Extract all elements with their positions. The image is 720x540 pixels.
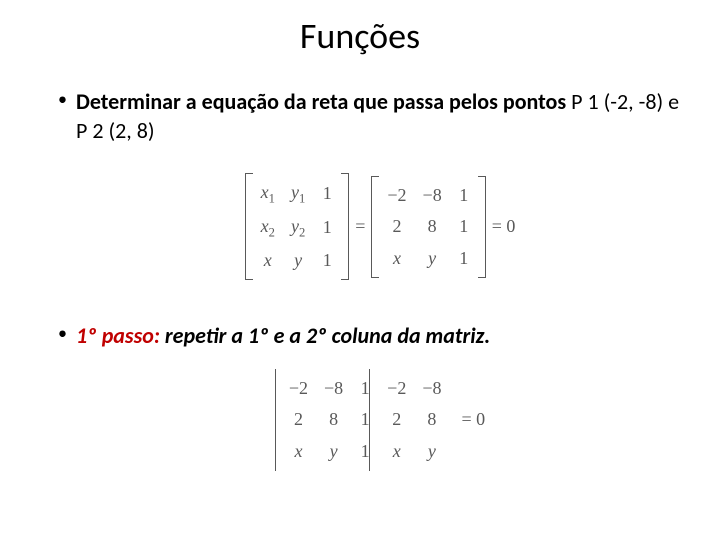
bullet-1-bold: Determinar a equação da reta que passa p… [76,88,566,115]
matrix-cell: x2 [253,211,283,245]
matrix-cell: y [283,245,313,276]
matrix-symbolic: x1y11x2y21xy1 [245,173,350,280]
matrix-cell: 2 [379,404,414,435]
matrix-cell: 2 [281,404,316,435]
matrix-cell: −8 [316,373,351,404]
matrix-cell: −2 [379,180,414,211]
matrix-cell: y2 [283,211,313,245]
bullet-2-rest: repetir a 1º e a 2º coluna da matriz. [160,322,490,349]
matrix-cell: −2 [281,373,316,404]
matrix-cell: y [414,436,449,467]
bullet-2-prefix: 1º passo: [76,322,160,349]
equation-matrices: x1y11x2y21xy1 = −2−81281xy1 = 0 [76,173,690,280]
matrix-numeric: −2−81281xy1 [371,176,485,278]
bracket-right-icon [341,173,349,280]
equals-zero-1: = 0 [492,215,516,238]
matrix-cell: 8 [414,404,449,435]
matrix-cell: x [379,243,414,274]
matrix-cell: 1 [450,243,478,274]
bracket-left-icon [371,176,379,278]
matrix-cell: x [379,436,414,467]
bullet-1: Determinar a equação da reta que passa p… [58,88,690,280]
matrix-cell: 1 [351,404,379,435]
matrix-cell: 1 [450,180,478,211]
matrix-cell: 2 [379,211,414,242]
determinant-extended: −2−81−2−828128xy1xy [275,369,456,471]
matrix-cell: −2 [379,373,414,404]
matrix-cell: 1 [313,177,341,211]
equals-1: = [355,215,365,238]
det-bar-right-icon [369,369,370,471]
det-bar-left-icon [275,369,276,471]
matrix-cell: 1 [351,373,379,404]
bracket-right-icon [478,176,486,278]
matrix-cell: x1 [253,177,283,211]
matrix-cell: x [253,245,283,276]
equation-determinant: −2−81−2−828128xy1xy = 0 [76,369,690,471]
matrix-cell: −8 [414,373,449,404]
matrix-cell: 8 [415,211,450,242]
bullet-list: Determinar a equação da reta que passa p… [30,88,690,471]
matrix-cell: 1 [450,211,478,242]
matrix-cell: y [316,436,351,467]
bracket-left-icon [245,173,253,280]
matrix-cell: 1 [313,245,341,276]
matrix-cell: x [281,436,316,467]
matrix-cell: 1 [313,211,341,245]
equals-zero-2: = 0 [461,408,485,431]
matrix-cell: y1 [283,177,313,211]
matrix-cell: y [415,243,450,274]
matrix-cell: −8 [415,180,450,211]
bullet-2: 1º passo: repetir a 1º e a 2º coluna da … [58,322,690,471]
matrix-cell: 8 [316,404,351,435]
matrix-cell: 1 [351,436,379,467]
page-title: Funções [30,14,690,58]
slide: Funções Determinar a equação da reta que… [0,0,720,540]
